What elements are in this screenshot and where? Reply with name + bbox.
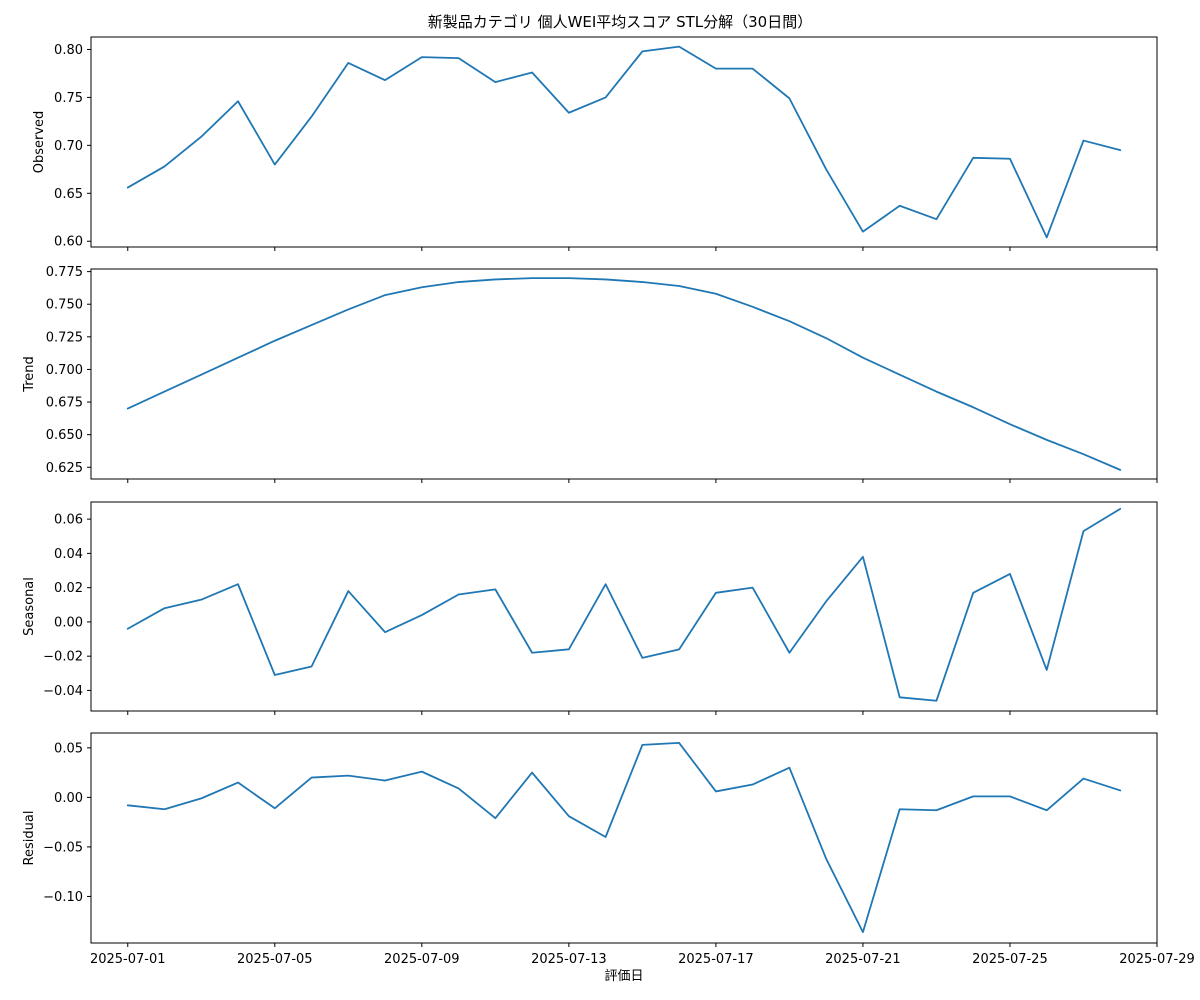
y-tick-label: −0.02 <box>43 650 83 665</box>
panel-residual: −0.10 −0.05 0.00 0.05 2025-07-01 2025-07-05 20… <box>22 732 1195 967</box>
y-tick-label: 0.675 <box>46 396 83 411</box>
y-tick-label: 0.04 <box>54 547 83 562</box>
x-axis-label: 評価日 <box>604 969 643 984</box>
x-tick-label: 2025-07-09 <box>384 952 460 967</box>
series-line-residual <box>126 742 1122 933</box>
plot-frame <box>90 36 1158 248</box>
y-tick-label: 0.60 <box>54 235 83 250</box>
x-tick-label: 2025-07-01 <box>90 952 166 967</box>
y-tick-label: −0.04 <box>43 684 83 699</box>
y-tick-label: 0.02 <box>54 581 83 596</box>
panels-group: 0.600.650.700.750.80Observed0.6250.6500.… <box>22 36 1195 967</box>
x-tick-label: 2025-07-13 <box>531 952 607 967</box>
plot-frame <box>90 732 1158 944</box>
y-tick-label: 0.06 <box>54 513 83 528</box>
panel-observed: 0.60 0.65 0.70 0.75 0.80 Observed <box>32 36 1158 251</box>
x-tick-label: 2025-07-17 <box>678 952 754 967</box>
y-tick-label: 0.75 <box>54 91 83 106</box>
y-tick-label: 0.725 <box>46 330 83 345</box>
y-tick-label: −0.10 <box>43 890 83 905</box>
y-axis-label: Observed <box>32 111 47 174</box>
y-tick-label: 0.625 <box>46 461 83 476</box>
y-tick-label: 0.650 <box>46 428 83 443</box>
x-tick-label: 2025-07-21 <box>825 952 901 967</box>
panel-trend: 0.625 0.650 0.675 0.700 0.725 0.750 0.775 Trend <box>22 265 1158 483</box>
y-tick-label: −0.05 <box>43 840 83 855</box>
plot-frame <box>90 501 1158 712</box>
series-line-trend <box>126 277 1122 471</box>
x-tick-label: 2025-07-05 <box>237 952 313 967</box>
y-tick-label: 0.05 <box>54 741 83 756</box>
y-tick-label: 0.775 <box>46 265 83 280</box>
series-line-seasonal <box>126 507 1122 702</box>
y-tick-label: 0.70 <box>54 139 83 154</box>
y-tick-label: 0.00 <box>54 615 83 630</box>
y-tick-label: 0.65 <box>54 187 83 202</box>
y-axis-label: Trend <box>22 356 37 393</box>
y-tick-label: 0.750 <box>46 298 83 313</box>
x-tick-label: 2025-07-29 <box>1119 952 1195 967</box>
plot-frame <box>90 268 1158 480</box>
y-axis-label: Seasonal <box>22 577 37 636</box>
y-tick-label: 0.00 <box>54 791 83 806</box>
y-tick-label: 0.80 <box>54 43 83 58</box>
y-axis-label: Residual <box>22 811 37 866</box>
y-tick-label: 0.700 <box>46 363 83 378</box>
series-line-observed <box>126 45 1122 239</box>
x-tick-label: 2025-07-25 <box>972 952 1048 967</box>
panel-seasonal: −0.04 −0.02 0.00 0.02 0.04 0.06 Seasonal <box>22 501 1158 715</box>
chart-title: 新製品カテゴリ 個人WEI平均スコア STL分解（30日間） <box>428 13 812 31</box>
